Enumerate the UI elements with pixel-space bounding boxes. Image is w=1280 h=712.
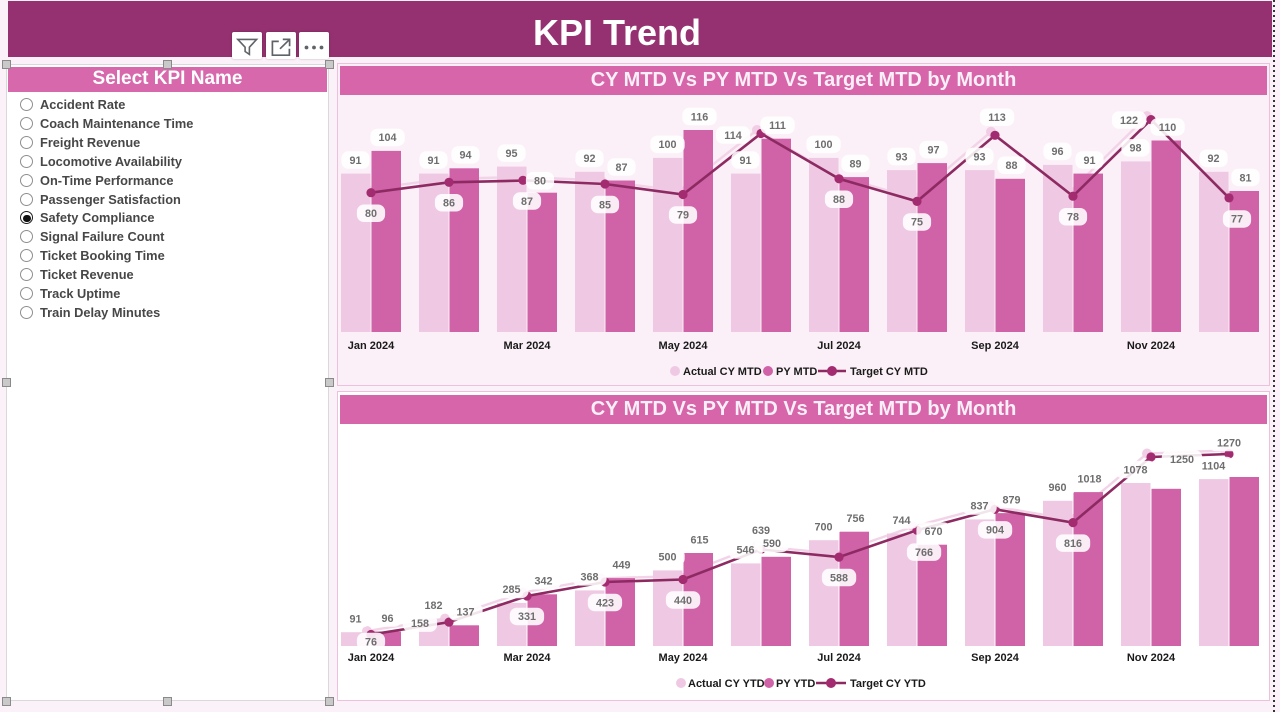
svg-text:Nov 2024: Nov 2024: [1127, 652, 1176, 664]
svg-text:615: 615: [690, 534, 708, 546]
svg-text:100: 100: [658, 139, 676, 151]
svg-text:879: 879: [1002, 494, 1020, 506]
svg-text:904: 904: [986, 525, 1004, 537]
svg-text:Target CY YTD: Target CY YTD: [850, 678, 926, 690]
svg-text:113: 113: [988, 112, 1005, 124]
svg-text:590: 590: [763, 538, 781, 550]
svg-text:80: 80: [534, 176, 546, 188]
svg-text:342: 342: [534, 576, 552, 588]
svg-text:104: 104: [378, 132, 396, 144]
svg-text:Actual CY MTD: Actual CY MTD: [683, 366, 762, 378]
svg-text:700: 700: [814, 521, 832, 533]
svg-text:Nov 2024: Nov 2024: [1127, 340, 1176, 352]
svg-text:Jul 2024: Jul 2024: [817, 340, 861, 352]
svg-text:110: 110: [1159, 122, 1176, 134]
svg-text:PY MTD: PY MTD: [776, 366, 817, 378]
svg-text:98: 98: [1129, 143, 1141, 155]
svg-text:94: 94: [459, 150, 471, 162]
svg-text:87: 87: [615, 162, 627, 174]
svg-text:546: 546: [736, 545, 754, 557]
svg-text:92: 92: [583, 153, 595, 165]
svg-text:766: 766: [915, 547, 933, 559]
svg-text:92: 92: [1207, 153, 1219, 165]
svg-text:81: 81: [1239, 172, 1251, 184]
svg-text:80: 80: [365, 208, 377, 220]
svg-text:93: 93: [895, 151, 907, 163]
svg-text:85: 85: [599, 199, 611, 211]
svg-text:1250: 1250: [1170, 454, 1194, 466]
svg-text:93: 93: [973, 151, 985, 163]
svg-text:95: 95: [505, 148, 517, 160]
svg-text:91: 91: [427, 155, 439, 167]
svg-text:Jul 2024: Jul 2024: [817, 652, 861, 664]
svg-text:1018: 1018: [1077, 473, 1101, 485]
svg-text:91: 91: [349, 155, 361, 167]
svg-text:Sep 2024: Sep 2024: [971, 652, 1020, 664]
svg-text:500: 500: [658, 552, 676, 564]
svg-text:Mar 2024: Mar 2024: [503, 652, 551, 664]
svg-text:816: 816: [1064, 538, 1082, 550]
svg-text:116: 116: [691, 111, 708, 123]
svg-text:77: 77: [1231, 214, 1243, 226]
svg-text:960: 960: [1048, 482, 1066, 494]
svg-text:114: 114: [724, 130, 741, 142]
svg-text:670: 670: [924, 526, 942, 538]
svg-text:75: 75: [911, 217, 923, 229]
svg-text:588: 588: [830, 572, 848, 584]
svg-text:440: 440: [674, 595, 692, 607]
svg-text:79: 79: [677, 210, 689, 222]
svg-text:87: 87: [521, 196, 533, 208]
svg-text:76: 76: [365, 636, 377, 648]
svg-text:91: 91: [349, 614, 361, 626]
svg-text:744: 744: [892, 515, 910, 527]
svg-text:639: 639: [752, 525, 770, 537]
svg-text:1104: 1104: [1202, 460, 1225, 472]
svg-text:78: 78: [1067, 212, 1079, 224]
svg-text:PY YTD: PY YTD: [776, 678, 815, 690]
svg-text:91: 91: [1083, 155, 1095, 167]
svg-text:88: 88: [1005, 160, 1017, 172]
svg-text:100: 100: [814, 139, 832, 151]
svg-text:837: 837: [970, 501, 988, 513]
svg-text:756: 756: [846, 513, 864, 525]
svg-text:1078: 1078: [1123, 464, 1147, 476]
svg-text:May 2024: May 2024: [659, 340, 709, 352]
svg-text:Sep 2024: Sep 2024: [971, 340, 1020, 352]
svg-text:285: 285: [502, 584, 520, 596]
svg-text:449: 449: [612, 559, 630, 571]
svg-text:Jan 2024: Jan 2024: [348, 340, 395, 352]
svg-text:158: 158: [411, 618, 429, 630]
svg-text:423: 423: [596, 597, 614, 609]
svg-text:97: 97: [927, 144, 939, 156]
svg-text:May 2024: May 2024: [659, 652, 709, 664]
svg-text:331: 331: [518, 611, 536, 623]
svg-text:86: 86: [443, 198, 455, 210]
svg-text:182: 182: [424, 600, 442, 612]
svg-text:368: 368: [580, 572, 598, 584]
svg-text:89: 89: [849, 158, 861, 170]
svg-text:Jan 2024: Jan 2024: [348, 652, 395, 664]
svg-text:96: 96: [1051, 146, 1063, 158]
svg-text:1270: 1270: [1217, 437, 1241, 449]
svg-text:96: 96: [381, 613, 393, 625]
svg-text:88: 88: [833, 194, 845, 206]
svg-text:Mar 2024: Mar 2024: [503, 340, 551, 352]
svg-text:Actual CY YTD: Actual CY YTD: [688, 678, 765, 690]
svg-text:91: 91: [739, 155, 751, 167]
svg-text:122: 122: [1120, 115, 1138, 127]
svg-text:137: 137: [456, 607, 474, 619]
svg-text:111: 111: [769, 120, 786, 132]
svg-text:Target CY MTD: Target CY MTD: [850, 366, 928, 378]
